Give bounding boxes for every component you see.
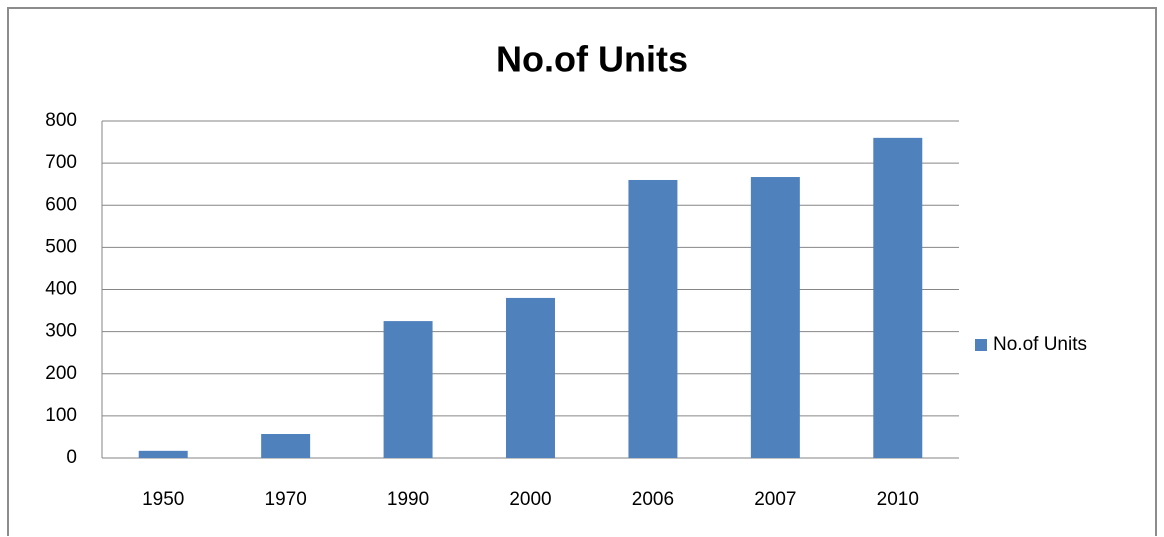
y-tick-label: 400 bbox=[45, 279, 77, 300]
x-tick-label: 1950 bbox=[142, 489, 184, 510]
bar bbox=[138, 450, 188, 458]
x-tick-label: 2007 bbox=[754, 489, 796, 510]
y-tick-label: 800 bbox=[45, 110, 77, 131]
bar bbox=[383, 321, 433, 458]
x-tick-label: 2006 bbox=[632, 489, 674, 510]
y-tick-label: 200 bbox=[45, 363, 77, 384]
bar bbox=[261, 433, 311, 458]
bar bbox=[750, 177, 800, 458]
y-tick-label: 700 bbox=[45, 152, 77, 173]
bar bbox=[873, 137, 923, 458]
bar bbox=[628, 179, 678, 458]
y-tick-label: 100 bbox=[45, 405, 77, 426]
x-tick-label: 1990 bbox=[387, 489, 429, 510]
bar bbox=[506, 297, 555, 458]
legend-label: No.of Units bbox=[993, 334, 1087, 355]
chart-title: No.of Units bbox=[496, 39, 688, 80]
y-tick-label: 500 bbox=[45, 236, 77, 257]
y-tick-label: 600 bbox=[45, 194, 77, 215]
y-tick-label: 0 bbox=[66, 447, 77, 468]
y-tick-label: 300 bbox=[45, 321, 77, 342]
x-tick-label: 2000 bbox=[509, 489, 551, 510]
x-tick-label: 1970 bbox=[265, 489, 307, 510]
x-tick-label: 2010 bbox=[877, 489, 919, 510]
legend-swatch bbox=[975, 339, 987, 351]
chart-border bbox=[7, 7, 1157, 536]
